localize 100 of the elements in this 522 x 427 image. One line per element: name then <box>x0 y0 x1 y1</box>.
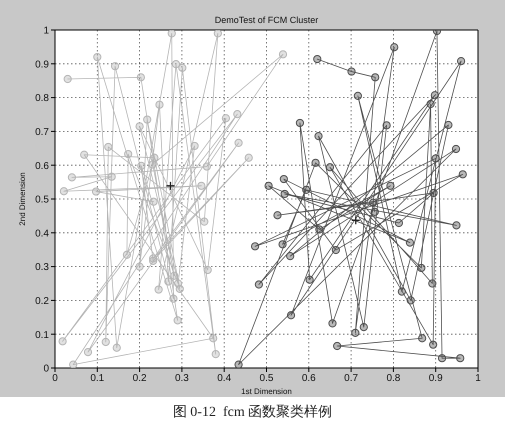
point <box>150 154 159 162</box>
point <box>136 262 144 271</box>
point <box>254 280 263 289</box>
x-tick-label: 0.3 <box>174 373 190 384</box>
point <box>286 252 294 260</box>
point <box>104 142 112 152</box>
y-tick-label: 0 <box>43 364 50 375</box>
point <box>326 163 334 172</box>
point <box>244 154 253 162</box>
caption: 图 0-12 fcm 函数聚类样例 <box>172 404 334 421</box>
point <box>438 354 446 362</box>
x-axis-title: 1st Dimension <box>241 387 292 396</box>
point <box>92 187 100 196</box>
point <box>280 174 288 184</box>
point <box>197 182 206 190</box>
point <box>452 221 461 230</box>
y-tick-label: 0.5 <box>35 194 50 206</box>
point <box>136 122 144 130</box>
point <box>164 277 172 286</box>
point <box>214 30 222 38</box>
point <box>122 250 132 259</box>
point <box>200 218 208 226</box>
point <box>370 208 379 216</box>
point <box>168 30 176 38</box>
point <box>190 142 199 150</box>
point <box>286 311 296 320</box>
point <box>386 182 395 190</box>
point <box>456 354 464 362</box>
point <box>166 181 176 190</box>
chart-title: DemoTest of FCM Cluster <box>214 15 320 26</box>
point <box>154 285 163 294</box>
point <box>124 150 132 158</box>
point <box>172 60 180 68</box>
point <box>110 62 120 70</box>
point <box>174 279 182 288</box>
point <box>174 316 182 324</box>
point <box>394 218 403 228</box>
point <box>390 43 398 52</box>
point <box>333 342 342 350</box>
y-tick-label: 0.2 <box>35 296 50 307</box>
point <box>204 266 212 274</box>
point <box>302 186 310 194</box>
point <box>351 328 360 337</box>
point <box>371 73 380 82</box>
point <box>428 279 436 288</box>
point <box>234 360 243 368</box>
y-tick-label: 0.8 <box>35 93 50 104</box>
point <box>429 188 438 198</box>
point <box>444 120 452 130</box>
point <box>351 216 360 225</box>
point <box>406 296 415 304</box>
point <box>278 240 287 248</box>
point <box>143 115 152 124</box>
point <box>452 144 460 154</box>
point <box>278 50 288 58</box>
point <box>273 211 282 220</box>
y-tick-label: 1 <box>43 26 50 37</box>
point <box>69 360 78 368</box>
point <box>212 350 220 358</box>
point <box>149 256 158 265</box>
y-tick-label: 0.4 <box>35 228 50 240</box>
point <box>429 340 438 349</box>
x-tick-label: 0.7 <box>344 373 358 384</box>
point <box>80 150 88 159</box>
y-tick-label: 0.3 <box>35 262 50 274</box>
point <box>418 334 426 342</box>
point <box>250 242 260 250</box>
point <box>137 162 146 170</box>
point <box>93 52 102 62</box>
x-tick-label: 1 <box>475 373 482 384</box>
point <box>417 264 426 272</box>
point <box>296 118 304 128</box>
point <box>354 92 362 100</box>
point <box>314 132 323 140</box>
x-tick-label: 0.2 <box>132 373 147 384</box>
point <box>108 172 116 181</box>
x-tick-label: 0 <box>52 373 58 384</box>
point <box>426 100 435 108</box>
point <box>315 225 324 234</box>
point <box>430 91 439 100</box>
point <box>432 154 440 163</box>
point <box>222 114 230 122</box>
point <box>169 294 178 303</box>
point <box>202 162 211 171</box>
point <box>382 121 391 130</box>
x-tick-label: 0.1 <box>90 373 105 384</box>
point <box>170 272 178 280</box>
point <box>456 56 466 66</box>
point <box>406 238 414 247</box>
point <box>233 110 242 118</box>
point <box>458 170 467 178</box>
point <box>347 67 356 76</box>
point <box>264 182 273 190</box>
point <box>234 138 243 147</box>
y-tick-label: 0.7 <box>35 126 50 138</box>
y-tick-label: 0.1 <box>35 330 50 341</box>
point <box>84 348 92 356</box>
point <box>328 319 337 328</box>
y-tick-label: 0.9 <box>35 59 50 70</box>
point <box>360 323 368 332</box>
